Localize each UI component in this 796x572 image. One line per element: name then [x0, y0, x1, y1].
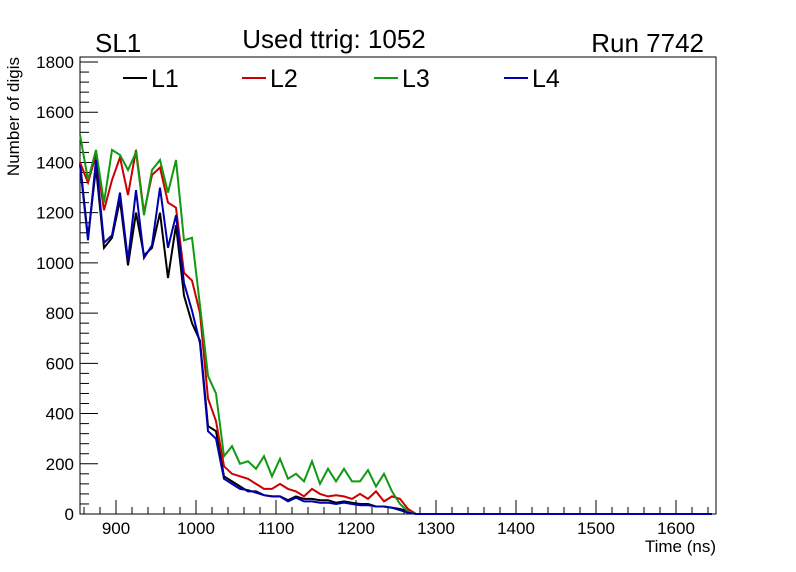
y-tick-label: 800: [46, 304, 74, 323]
legend: L1 L2 L3 L4: [123, 65, 560, 93]
series-line-l2: [79, 149, 712, 515]
title-right: Run 7742: [591, 28, 704, 58]
y-tick-label: 1400: [36, 153, 74, 172]
x-tick-label: 1400: [497, 519, 535, 538]
y-tick-label: 1200: [36, 204, 74, 223]
x-tick-label: 1600: [657, 519, 695, 538]
legend-label-l2: L2: [270, 65, 298, 93]
y-tick-label: 1000: [36, 254, 74, 273]
y-axis-label: Number of digis: [4, 57, 23, 176]
legend-label-l4: L4: [532, 65, 560, 93]
y-tick-label: 1800: [36, 53, 74, 72]
series-line-l1: [79, 162, 712, 515]
plot-frame: [79, 56, 717, 515]
axis-ticks: [80, 61, 709, 515]
y-tick-label: 200: [46, 455, 74, 474]
y-tick-label: 0: [65, 505, 74, 524]
y-tick-label: 400: [46, 405, 74, 424]
chart-title: Used ttrig: 1052: [242, 24, 426, 54]
title-left: SL1: [95, 28, 141, 58]
x-axis-label: Time (ns): [645, 537, 716, 556]
x-tick-label: 1500: [577, 519, 615, 538]
x-tick-label: 1000: [177, 519, 215, 538]
x-tick-label: 1100: [258, 519, 295, 538]
series-line-l3: [79, 134, 712, 515]
y-tick-label: 1600: [36, 103, 74, 122]
legend-label-l1: L1: [151, 65, 179, 93]
x-tick-label: 900: [102, 519, 130, 538]
legend-label-l3: L3: [402, 65, 430, 93]
y-tick-label: 600: [46, 354, 74, 373]
tick-labels: 900 1000 1100 1200 1300 1400 1500 1600 0 200 400 60…: [36, 53, 695, 538]
x-tick-label: 1300: [417, 519, 455, 538]
x-tick-label: 1200: [337, 519, 375, 538]
series-lines: [79, 134, 712, 515]
series-line-l4: [79, 159, 712, 515]
